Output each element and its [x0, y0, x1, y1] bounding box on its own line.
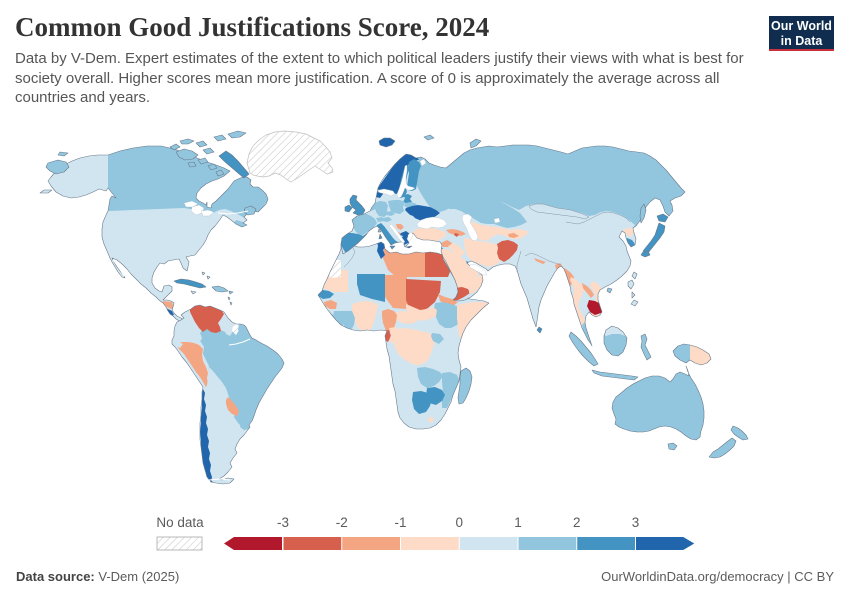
svg-text:2: 2: [573, 515, 581, 530]
svg-text:0: 0: [455, 515, 463, 530]
svg-text:No data: No data: [156, 515, 204, 530]
svg-text:-1: -1: [394, 515, 406, 530]
svg-text:-2: -2: [336, 515, 348, 530]
svg-text:-3: -3: [277, 515, 289, 530]
svg-text:1: 1: [514, 515, 522, 530]
svg-text:3: 3: [632, 515, 640, 530]
